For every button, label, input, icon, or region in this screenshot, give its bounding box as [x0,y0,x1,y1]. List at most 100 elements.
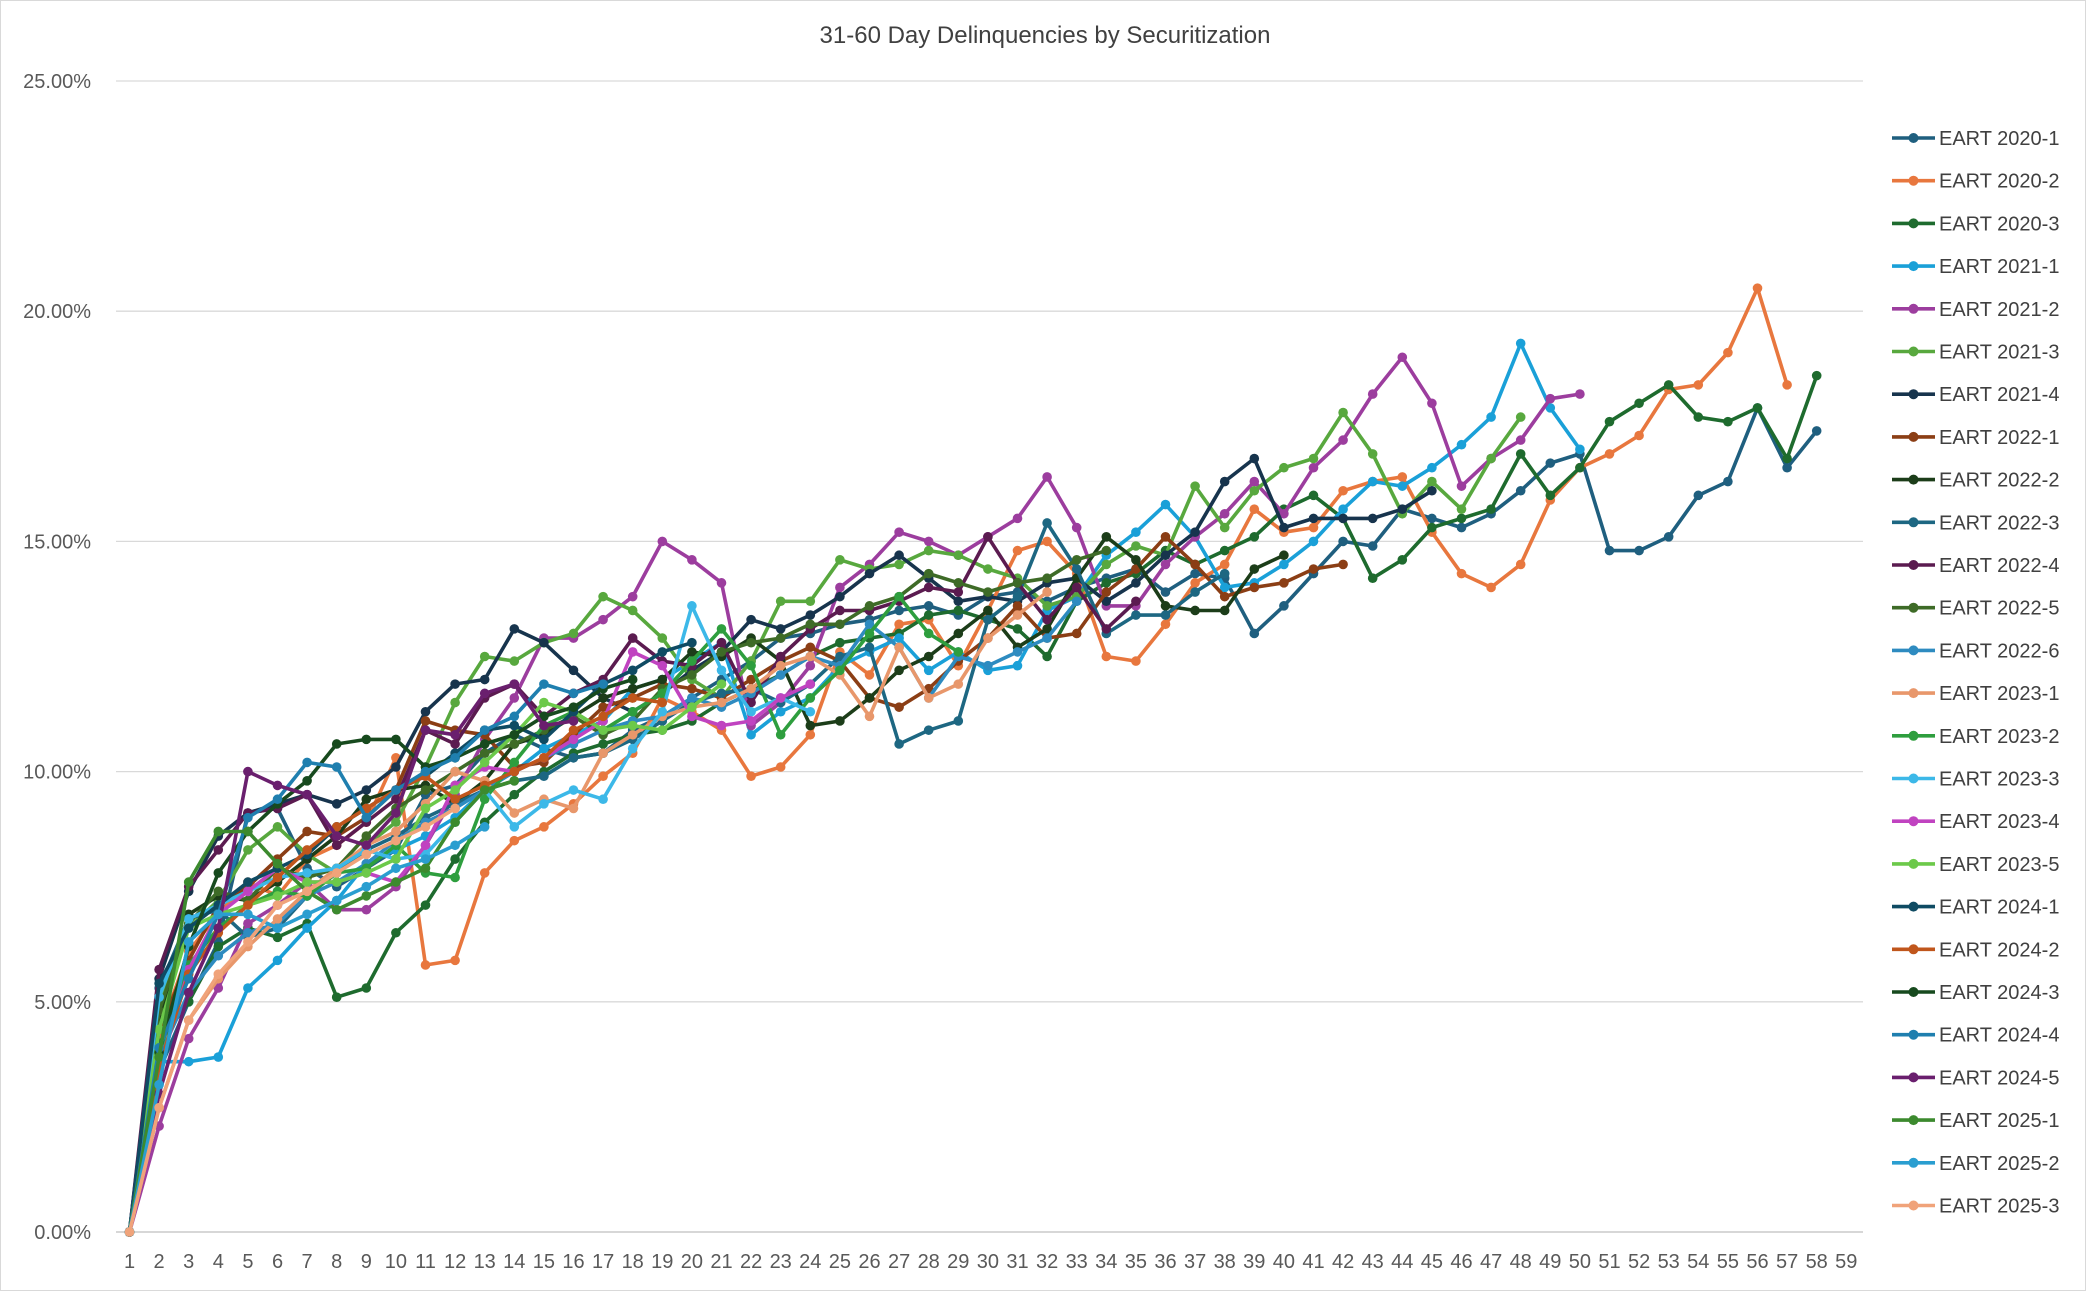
legend-marker [1908,816,1919,827]
series-line [127,373,1819,1234]
y-axis-ticks: 0.00% 5.00% 10.00% 15.00% 20.00% 25.00% [23,71,91,1244]
data-point [391,877,401,887]
data-point [687,601,697,611]
data-point [124,1227,135,1237]
data-point [450,785,460,795]
legend-label: EART 2022-6 [1939,640,2059,662]
legend-item: EART 2022-6 [1892,640,2059,662]
x-tick-label: 50 [1569,1251,1591,1273]
data-point [1456,481,1467,491]
data-point [420,766,431,777]
data-point [1456,513,1467,524]
data-point [1663,380,1674,390]
data-point [391,863,401,874]
data-point [361,785,372,795]
x-tick-label: 12 [444,1251,466,1273]
data-point [1338,407,1348,418]
data-point [923,665,934,676]
x-tick-label: 33 [1066,1251,1088,1273]
data-point [1101,596,1112,607]
data-point [923,536,934,547]
data-point [983,660,993,671]
data-point [775,693,786,703]
data-point [598,771,608,782]
data-point [568,785,579,795]
data-point [1515,412,1526,422]
data-point [923,582,934,593]
data-point [331,799,342,809]
data-point [805,679,816,689]
series-line [127,355,1582,1234]
data-point [687,555,697,565]
data-point [716,688,727,699]
data-point [1131,541,1141,551]
gridlines [116,80,1863,1233]
data-point [1131,578,1141,588]
data-point [805,693,816,703]
data-point [746,660,756,671]
x-tick-label: 34 [1095,1251,1117,1273]
data-point [1367,476,1378,487]
data-point [894,642,904,653]
data-point [687,693,697,703]
x-tick-label: 16 [562,1251,584,1273]
data-point [509,739,520,749]
legend-item: EART 2024-3 [1892,982,2059,1004]
data-point [1071,564,1082,574]
data-point [361,831,372,841]
legend-marker [1908,1157,1919,1168]
data-point [1338,504,1348,514]
legend-item: EART 2022-3 [1892,512,2059,534]
x-tick-label: 5 [242,1251,253,1273]
data-point [243,909,253,920]
data-point [183,914,194,924]
data-point [1515,449,1526,459]
x-tick-label: 15 [533,1251,555,1273]
data-point [1219,522,1230,533]
data-point [923,693,934,703]
data-point [1782,453,1792,464]
data-point [568,752,579,763]
data-point [894,619,904,630]
data-point [598,739,608,749]
data-point [953,587,964,597]
data-point [361,849,372,860]
data-point [953,596,964,607]
x-tick-label: 10 [385,1251,407,1273]
data-point [509,757,520,768]
data-point [420,716,431,726]
data-point [1071,555,1082,565]
data-point [864,711,875,722]
legend-item: EART 2025-3 [1892,1196,2059,1218]
data-point [1545,403,1556,413]
data-point [1160,550,1171,561]
legend-label: EART 2020-2 [1939,171,2059,193]
data-point [1219,559,1230,570]
data-point [243,812,253,823]
data-point [1042,518,1052,528]
data-point [420,854,431,864]
data-point [1367,573,1378,584]
legend-item: EART 2021-3 [1892,342,2059,364]
data-point [1042,601,1052,611]
data-point [923,610,934,620]
data-point [1190,527,1200,537]
legend-label: EART 2020-1 [1939,128,2059,150]
data-point [983,531,993,542]
x-tick-label: 3 [183,1251,194,1273]
legend-item: EART 2022-2 [1892,470,2059,492]
data-point [1515,485,1526,496]
legend-label: EART 2021-3 [1939,342,2059,364]
x-tick-label: 27 [888,1251,910,1273]
data-point [894,702,904,712]
data-point [864,619,875,630]
data-point [1249,531,1260,542]
legend-item: EART 2024-1 [1892,897,2059,919]
data-point [953,628,964,639]
x-tick-label: 4 [213,1251,224,1273]
x-tick-label: 32 [1036,1251,1058,1273]
legend-item: EART 2024-2 [1892,939,2059,961]
data-point [391,808,401,818]
data-point [687,637,697,648]
data-point [1101,578,1112,588]
